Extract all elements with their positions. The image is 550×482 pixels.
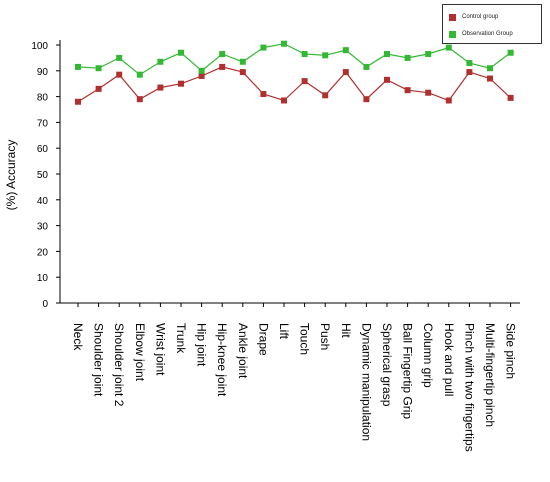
- control-group-line: [77, 66, 512, 103]
- y-axis-label: (%) Accuracy: [4, 140, 18, 211]
- control-group-point: [75, 98, 81, 105]
- observation-group-point: [301, 51, 308, 58]
- chart-axes: [59, 40, 520, 304]
- observation-group-point: [425, 51, 432, 58]
- observation-group-point: [136, 71, 143, 78]
- observation-group-point: [260, 44, 267, 51]
- observation-group-point: [281, 40, 287, 47]
- observation-group-point: [178, 49, 184, 56]
- y-tick-label: 60: [37, 144, 49, 155]
- y-tick-label: 30: [37, 222, 49, 233]
- y-tick-label: 20: [37, 247, 49, 258]
- control-group-point: [136, 96, 143, 103]
- observation-group-point: [157, 58, 164, 65]
- y-tick-label: 0: [42, 299, 48, 310]
- observation-group-point: [384, 51, 390, 58]
- observation-group-point: [466, 60, 473, 67]
- observation-group-point: [342, 47, 349, 54]
- observation-group-point: [219, 51, 226, 58]
- control-group-point: [95, 85, 102, 92]
- y-axis-ticks: 0 10 20 30 40 50 60 70 80 90 100: [31, 41, 60, 310]
- observation-group-point: [363, 63, 370, 70]
- control-group-point: [425, 89, 432, 96]
- control-group-point: [466, 69, 473, 76]
- series-lines: [77, 43, 512, 103]
- observation-group-line: [77, 43, 511, 76]
- legend-swatch-observation: [449, 30, 456, 38]
- observation-group-point: [404, 54, 411, 61]
- control-group-point: [342, 69, 349, 76]
- x-tick-label: Touch: [298, 323, 312, 355]
- legend-swatch-control: [449, 13, 456, 21]
- x-axis-ticks: Neck Shoulder joint Shoulder joint 2 Elbow …: [71, 303, 518, 452]
- legend-label-observation: Observation Group: [462, 31, 513, 37]
- x-tick-label: Ankle joint: [236, 323, 250, 379]
- control-group-point: [239, 69, 246, 76]
- x-tick-label: Trunk: [174, 323, 188, 354]
- control-group-point: [198, 72, 205, 79]
- y-tick-label: 70: [37, 118, 49, 129]
- control-group-point: [301, 78, 308, 85]
- legend-item-observation: Observation Group: [449, 29, 513, 39]
- control-group-point: [445, 97, 452, 104]
- control-group-point: [322, 92, 329, 99]
- x-tick-label: Hip joint: [195, 323, 209, 367]
- observation-group-point: [239, 58, 246, 65]
- x-tick-label: Push: [318, 323, 332, 350]
- control-group-point: [157, 84, 164, 91]
- observation-group-point: [487, 65, 493, 72]
- control-group-point: [384, 76, 390, 83]
- x-tick-label: Column grip: [421, 323, 435, 388]
- control-group-point: [116, 71, 123, 78]
- y-tick-label: 90: [37, 67, 49, 78]
- control-group-point: [363, 96, 370, 103]
- control-group-point: [281, 97, 287, 104]
- x-tick-label: Hook and pull: [442, 323, 456, 396]
- x-tick-label: Elbow joint: [133, 323, 147, 382]
- x-tick-label: Wrist joint: [153, 323, 167, 376]
- chart-legend: Control group Observation Group: [442, 4, 542, 44]
- control-group-point: [404, 87, 411, 94]
- y-tick-label: 40: [37, 196, 49, 207]
- x-tick-label: Shoulder joint: [92, 323, 106, 397]
- x-tick-label: Spherical grasp: [380, 323, 394, 407]
- observation-group-point: [75, 63, 81, 70]
- x-tick-label: Ball Fingertip Grip: [401, 323, 415, 419]
- x-tick-label: Side pinch: [504, 323, 518, 379]
- observation-group-point: [95, 65, 102, 72]
- x-tick-label: Shoulder joint 2: [112, 323, 126, 407]
- observation-group-point: [507, 49, 514, 56]
- x-tick-label: Drape: [256, 323, 270, 356]
- x-tick-label: Hit: [339, 323, 353, 338]
- x-tick-label: Lift: [277, 323, 291, 340]
- observation-group-point: [116, 54, 123, 61]
- series-points: [75, 40, 514, 105]
- y-tick-label: 100: [31, 41, 48, 52]
- legend-label-control: Control group: [462, 14, 499, 20]
- control-group-point: [260, 91, 267, 98]
- control-group-point: [487, 75, 493, 82]
- control-group-point: [178, 80, 184, 87]
- y-tick-label: 50: [37, 170, 49, 181]
- observation-group-point: [198, 67, 205, 74]
- legend-item-control: Control group: [449, 12, 498, 22]
- x-tick-label: Pinch with two fingertips: [462, 323, 476, 452]
- observation-group-point: [322, 52, 329, 59]
- y-tick-label: 10: [37, 273, 49, 284]
- x-tick-label: Hip-knee joint: [215, 323, 229, 397]
- y-tick-label: 80: [37, 93, 49, 104]
- x-tick-label: Dynamic manipulation: [359, 323, 373, 441]
- observation-group-point: [445, 44, 452, 51]
- control-group-point: [219, 63, 226, 70]
- x-tick-label: Multi-fingertip pinch: [483, 323, 497, 427]
- control-group-point: [507, 94, 514, 101]
- x-tick-label: Neck: [71, 323, 85, 351]
